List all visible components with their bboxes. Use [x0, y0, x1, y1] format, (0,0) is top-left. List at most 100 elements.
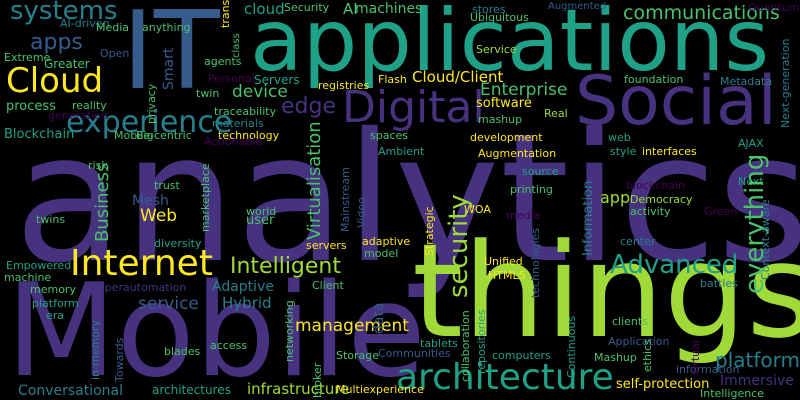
word: Open — [100, 47, 130, 60]
word: Digital — [342, 82, 485, 133]
word: Context-aware — [759, 199, 772, 280]
word: self-protection — [616, 377, 710, 392]
word: Smart — [161, 47, 177, 90]
word: Democracy — [630, 193, 693, 206]
word: Service — [476, 43, 517, 56]
word: experience — [66, 105, 233, 140]
word: Mobile-centric — [114, 129, 192, 142]
word: class — [231, 33, 242, 58]
word: Information — [581, 180, 596, 256]
word: software — [476, 96, 532, 111]
word: Application — [608, 335, 670, 348]
word: spaces — [370, 129, 409, 142]
word: edge — [281, 94, 336, 119]
word: Ambient — [378, 145, 425, 158]
word: Multiexperience — [336, 383, 424, 396]
word: computers — [492, 349, 551, 362]
word: WOA — [464, 203, 491, 216]
word: Next-generation — [779, 38, 792, 128]
word: trust — [154, 179, 180, 192]
word: service — [138, 294, 199, 314]
word: twin — [196, 87, 220, 100]
word: servers — [306, 239, 347, 252]
word: Cloud — [6, 61, 104, 101]
word: risk — [88, 159, 108, 172]
word: Video — [355, 197, 368, 228]
word: mashup — [478, 113, 523, 126]
word: tablets — [420, 337, 458, 350]
word: Extreme — [4, 51, 51, 64]
word: Mashup — [594, 351, 637, 364]
word: Servers — [254, 73, 300, 87]
word: AJAX — [738, 137, 764, 150]
word: Metadata — [720, 75, 773, 88]
word: Actionable — [204, 135, 262, 148]
word: security — [444, 194, 474, 298]
word: Social — [575, 62, 777, 141]
word: era — [46, 309, 65, 322]
word: Security — [284, 1, 330, 14]
word: media — [506, 209, 541, 222]
word: communications — [623, 2, 780, 24]
word: collaboration — [459, 310, 472, 382]
word: AI — [343, 0, 358, 18]
word: Next — [738, 175, 764, 188]
word: information — [676, 363, 740, 376]
word: Towards — [113, 337, 126, 382]
word: Strategic — [423, 206, 436, 256]
word: style — [610, 145, 637, 158]
word: machines — [355, 1, 423, 17]
word: Hyperautomation — [90, 281, 187, 294]
word: printing — [510, 183, 553, 196]
word: Real — [544, 107, 568, 120]
word: Web — [140, 206, 178, 226]
word: Intelligent — [230, 254, 341, 279]
word: management — [295, 316, 409, 336]
word: data — [371, 302, 387, 334]
word: systems — [10, 0, 118, 26]
word: technologies — [529, 227, 542, 298]
word: anything — [142, 21, 191, 34]
word: AI-driven — [60, 17, 110, 30]
word: repositories — [475, 309, 488, 374]
word: process — [6, 99, 56, 114]
word: architectures — [152, 383, 231, 397]
word: HTML5 — [488, 269, 526, 282]
word: Personal — [208, 72, 255, 85]
word: world — [246, 205, 277, 218]
word: center — [620, 235, 656, 248]
word: applications — [250, 0, 770, 91]
word: Flash — [378, 73, 407, 86]
word: Enterprise — [480, 80, 568, 100]
word: model — [364, 247, 399, 260]
word: traceability — [214, 105, 277, 118]
word: activity — [630, 205, 671, 218]
word: ethics — [641, 339, 654, 372]
word: networking — [283, 300, 296, 362]
word: reality — [72, 99, 107, 112]
word: generation — [48, 109, 108, 122]
word: broker — [311, 362, 324, 398]
word: transparency — [219, 0, 232, 28]
word: stores — [472, 3, 506, 16]
word: cloud — [244, 0, 285, 18]
word: Client — [312, 279, 344, 292]
word: Mainstream — [339, 167, 352, 232]
word: privacy — [145, 83, 158, 124]
word: Unified — [484, 255, 523, 268]
word: twins — [36, 213, 66, 226]
word: diversity — [154, 237, 202, 250]
word: agents — [204, 55, 242, 68]
word: clients — [612, 315, 648, 328]
word: analytics — [14, 95, 800, 302]
word: Greater — [44, 57, 90, 71]
word: Conversational — [18, 383, 124, 399]
word: Media — [96, 21, 130, 34]
word: web — [608, 131, 631, 144]
word: Green — [704, 205, 738, 218]
word: technology — [218, 129, 280, 142]
word: blades — [164, 345, 201, 358]
word: Adaptive — [212, 279, 274, 295]
word: access — [210, 339, 248, 352]
